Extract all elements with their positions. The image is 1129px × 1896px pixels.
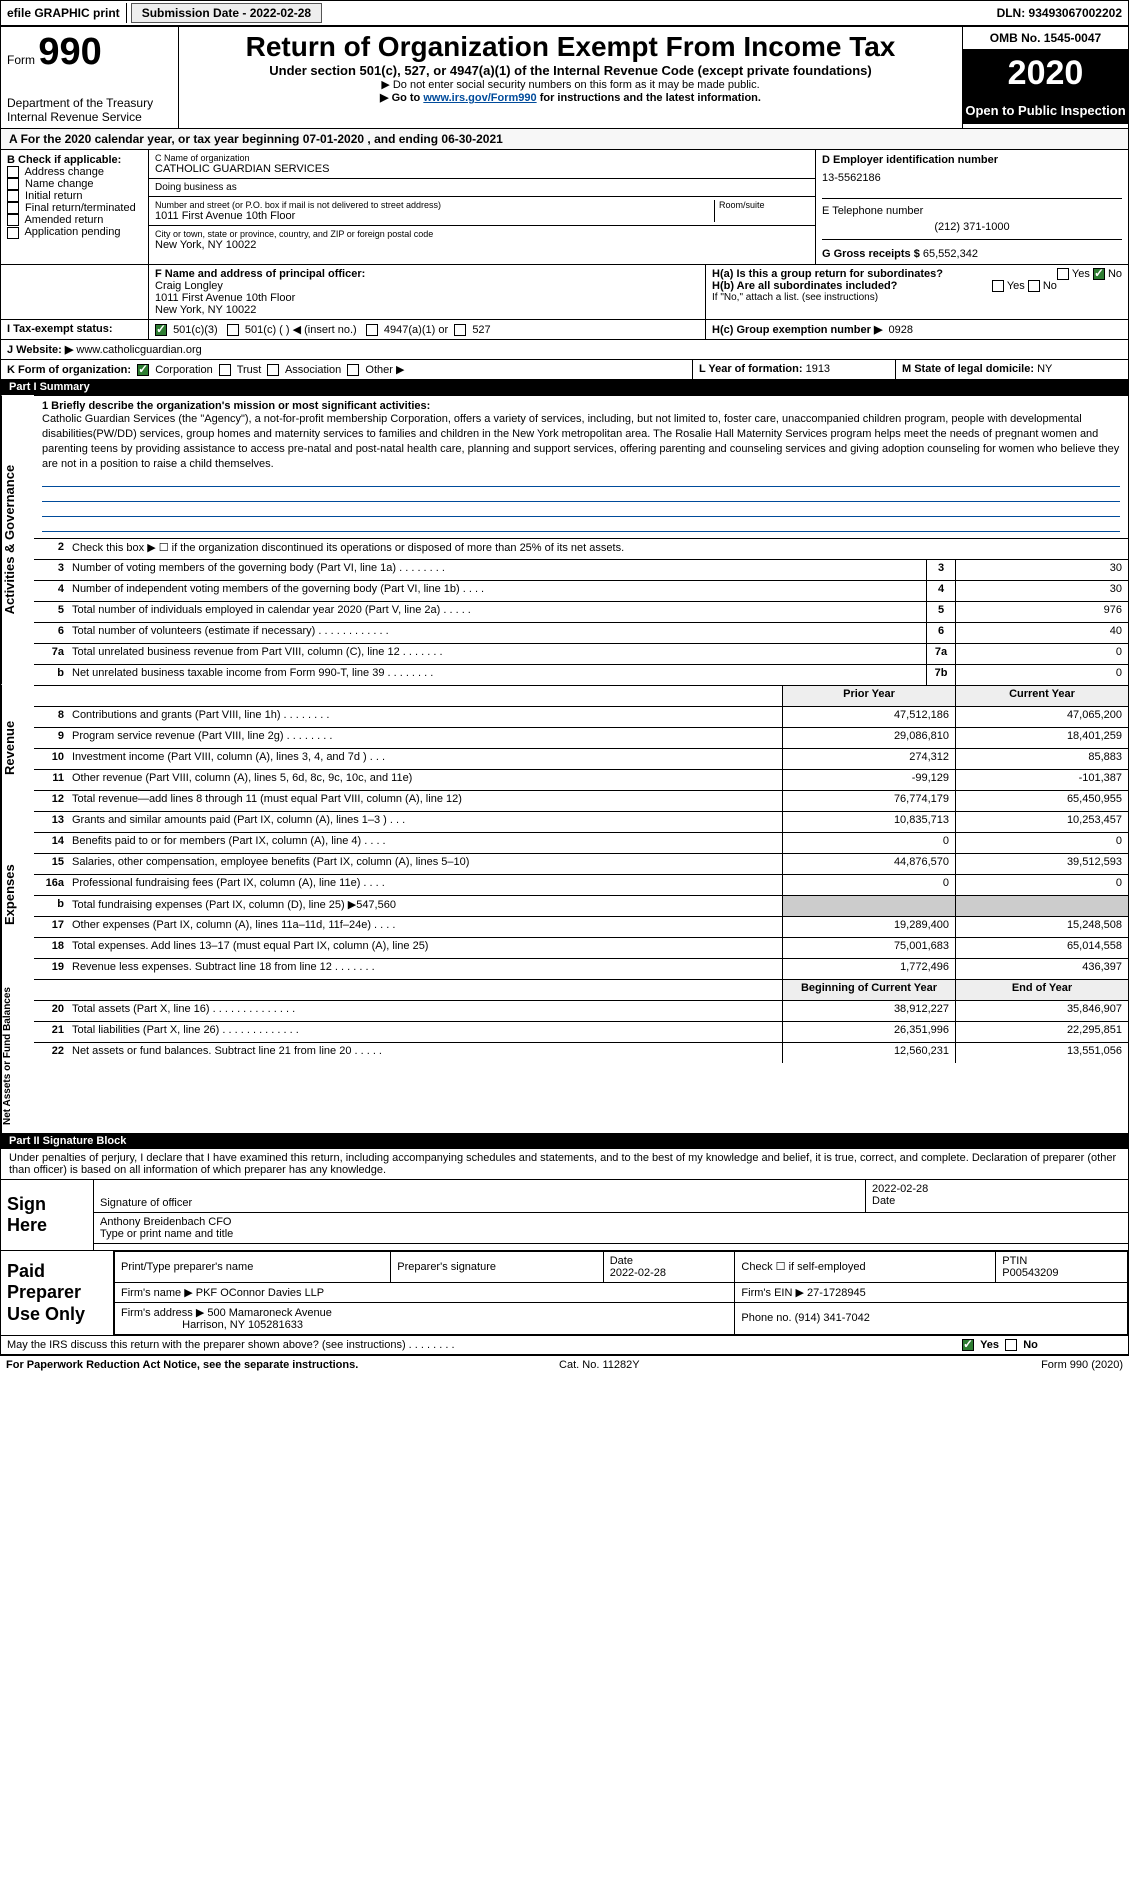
phone-value: (212) 371-1000	[822, 217, 1122, 233]
state-domicile: NY	[1037, 363, 1052, 375]
discuss-yes-checkbox[interactable]	[962, 1339, 974, 1351]
check-address-change[interactable]: Address change	[7, 166, 142, 178]
check-application-pending[interactable]: Application pending	[7, 226, 142, 238]
form-header: Form 990 Department of the Treasury Inte…	[1, 27, 1128, 128]
dln-label: DLN: 93493067002202	[991, 3, 1128, 23]
line-8: 8Contributions and grants (Part VIII, li…	[34, 706, 1128, 727]
tax-year: 2020	[963, 50, 1128, 97]
firm-name: PKF OConnor Davies LLP	[196, 1287, 324, 1299]
org-city: New York, NY 10022	[155, 239, 809, 251]
line-b: bTotal fundraising expenses (Part IX, co…	[34, 895, 1128, 916]
cat-number: Cat. No. 11282Y	[559, 1359, 640, 1371]
officer-typed-name: Anthony Breidenbach CFO	[100, 1216, 1122, 1228]
open-inspection: Open to Public Inspection	[963, 97, 1128, 124]
expenses-label: Expenses	[1, 811, 34, 979]
line-21: 21Total liabilities (Part X, line 26) . …	[34, 1021, 1128, 1042]
mission-text: Catholic Guardian Services (the "Agency"…	[42, 412, 1120, 471]
line-b: bNet unrelated business taxable income f…	[34, 664, 1128, 685]
section-c: C Name of organizationCATHOLIC GUARDIAN …	[149, 150, 816, 264]
tax-year-line: A For the 2020 calendar year, or tax yea…	[1, 128, 1128, 150]
line-12: 12Total revenue—add lines 8 through 11 (…	[34, 790, 1128, 811]
check-name-change[interactable]: Name change	[7, 178, 142, 190]
line-18: 18Total expenses. Add lines 13–17 (must …	[34, 937, 1128, 958]
group-exemption: 0928	[889, 324, 913, 336]
net-assets-label: Net Assets or Fund Balances	[1, 979, 34, 1133]
instructions-link[interactable]: www.irs.gov/Form990	[423, 92, 536, 104]
line-14: 14Benefits paid to or for members (Part …	[34, 832, 1128, 853]
line-9: 9Program service revenue (Part VIII, lin…	[34, 727, 1128, 748]
sig-date: 2022-02-28	[872, 1183, 1122, 1195]
line-19: 19Revenue less expenses. Subtract line 1…	[34, 958, 1128, 979]
org-address: 1011 First Avenue 10th Floor	[155, 210, 714, 222]
line-5: 5Total number of individuals employed in…	[34, 601, 1128, 622]
form-version: Form 990 (2020)	[1041, 1359, 1123, 1371]
line-4: 4Number of independent voting members of…	[34, 580, 1128, 601]
firm-phone: (914) 341-7042	[795, 1312, 870, 1324]
submission-date-button[interactable]: Submission Date - 2022-02-28	[131, 3, 322, 23]
revenue-label: Revenue	[1, 685, 34, 811]
paid-preparer-label: Paid Preparer Use Only	[1, 1251, 114, 1336]
firm-ein: 27-1728945	[807, 1287, 866, 1299]
line-15: 15Salaries, other compensation, employee…	[34, 853, 1128, 874]
irs-label: Internal Revenue Service	[7, 110, 172, 124]
part-i-header: Part I Summary	[1, 379, 1128, 395]
website-value: www.catholicguardian.org	[76, 344, 201, 356]
dept-treasury: Department of the Treasury	[7, 96, 172, 110]
officer-name: Craig Longley	[155, 280, 223, 292]
ptin-value: P00543209	[1002, 1267, 1058, 1279]
paperwork-notice: For Paperwork Reduction Act Notice, see …	[6, 1359, 358, 1371]
line-6: 6Total number of volunteers (estimate if…	[34, 622, 1128, 643]
line-10: 10Investment income (Part VIII, column (…	[34, 748, 1128, 769]
501c3-checkbox[interactable]	[155, 324, 167, 336]
form-number: 990	[38, 31, 101, 73]
line-13: 13Grants and similar amounts paid (Part …	[34, 811, 1128, 832]
ssn-note: ▶ Do not enter social security numbers o…	[189, 78, 952, 91]
form-subtitle: Under section 501(c), 527, or 4947(a)(1)…	[189, 63, 952, 78]
efile-label: efile GRAPHIC print	[1, 3, 127, 23]
sign-here-label: Sign Here	[1, 1180, 94, 1250]
line-22: 22Net assets or fund balances. Subtract …	[34, 1042, 1128, 1063]
line-16a: 16aProfessional fundraising fees (Part I…	[34, 874, 1128, 895]
check-amended-return[interactable]: Amended return	[7, 214, 142, 226]
org-name: CATHOLIC GUARDIAN SERVICES	[155, 163, 809, 175]
gross-receipts: 65,552,342	[923, 248, 978, 260]
section-b: B Check if applicable: Address change Na…	[1, 150, 149, 264]
line-11: 11Other revenue (Part VIII, column (A), …	[34, 769, 1128, 790]
line-17: 17Other expenses (Part IX, column (A), l…	[34, 916, 1128, 937]
check-final-return-terminated[interactable]: Final return/terminated	[7, 202, 142, 214]
perjury-declaration: Under penalties of perjury, I declare th…	[1, 1149, 1128, 1179]
form-title: Return of Organization Exempt From Incom…	[189, 31, 952, 63]
top-bar: efile GRAPHIC print Submission Date - 20…	[0, 0, 1129, 26]
line-3: 3Number of voting members of the governi…	[34, 559, 1128, 580]
activities-governance-label: Activities & Governance	[1, 395, 34, 684]
omb-number: OMB No. 1545-0047	[963, 27, 1128, 50]
line-7a: 7aTotal unrelated business revenue from …	[34, 643, 1128, 664]
ein-value: 13-5562186	[822, 166, 1122, 184]
year-formation: 1913	[806, 363, 830, 375]
line-20: 20Total assets (Part X, line 16) . . . .…	[34, 1000, 1128, 1021]
form-word: Form	[7, 53, 35, 67]
check-initial-return[interactable]: Initial return	[7, 190, 142, 202]
part-ii-header: Part II Signature Block	[1, 1133, 1128, 1149]
